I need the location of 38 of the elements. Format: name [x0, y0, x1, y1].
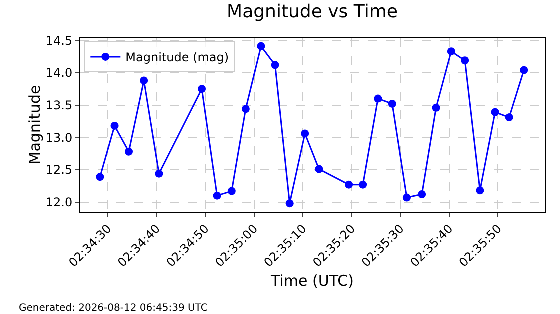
point — [96, 173, 104, 182]
point — [461, 56, 470, 65]
y-tick-label: 12.5 — [46, 163, 73, 178]
x-axis-title: Time (UTC) — [270, 272, 354, 290]
text: Generated: 2026-08-12 06:45:39 UTC — [19, 303, 208, 314]
point — [491, 108, 500, 116]
point — [286, 200, 294, 208]
point — [418, 190, 426, 199]
point — [198, 85, 206, 94]
point — [301, 130, 310, 138]
legend-label: Magnitude (mag) — [126, 50, 230, 65]
point — [257, 42, 266, 50]
point — [271, 61, 280, 70]
point — [155, 170, 164, 178]
point — [520, 66, 528, 74]
y-tick-label: 14.5 — [46, 34, 73, 48]
y-tick-label: 13.5 — [46, 98, 73, 112]
point — [213, 192, 222, 200]
y-tick-label: 14.0 — [46, 66, 73, 80]
y-axis-title: Magnitude — [26, 85, 44, 165]
point — [432, 104, 440, 112]
point — [110, 122, 119, 130]
point — [476, 186, 484, 195]
point — [374, 94, 382, 103]
point — [345, 180, 354, 189]
point — [140, 76, 148, 85]
point — [124, 148, 133, 156]
point — [388, 100, 396, 108]
point — [315, 165, 324, 174]
y-tick-label: 12.0 — [46, 196, 73, 210]
point — [359, 180, 368, 189]
point — [402, 194, 411, 202]
y-tick-label: 13.0 — [46, 130, 73, 145]
point — [447, 48, 456, 56]
chart-title: Magnitude vs Time — [227, 1, 398, 22]
point — [242, 105, 250, 114]
point — [228, 187, 236, 196]
point — [505, 114, 514, 122]
